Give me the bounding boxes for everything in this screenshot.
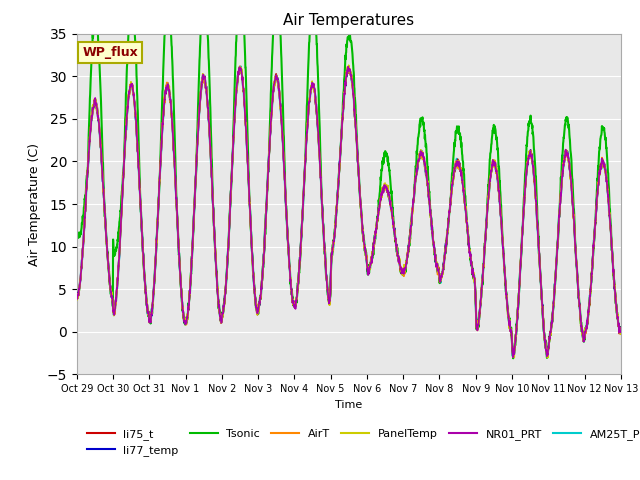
X-axis label: Time: Time [335,400,362,409]
Text: WP_flux: WP_flux [82,46,138,59]
Y-axis label: Air Temperature (C): Air Temperature (C) [28,143,41,265]
Legend: li75_t, li77_temp, Tsonic, AirT, PanelTemp, NR01_PRT, AM25T_PRT: li75_t, li77_temp, Tsonic, AirT, PanelTe… [83,424,640,460]
Title: Air Temperatures: Air Temperatures [284,13,414,28]
